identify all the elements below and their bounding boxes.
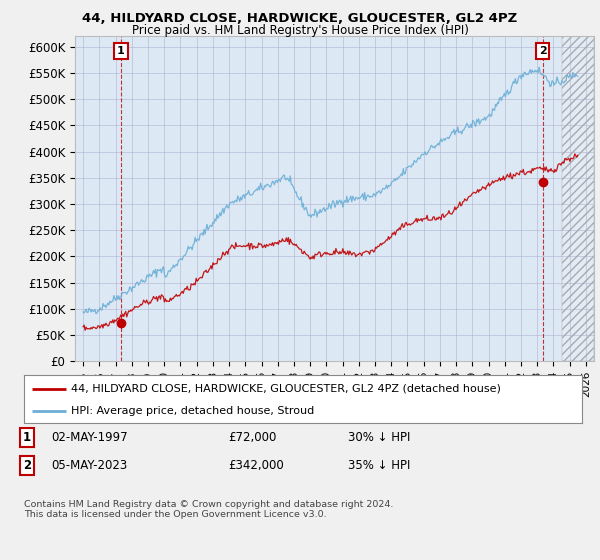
Bar bbox=[562, 36, 594, 361]
Text: 02-MAY-1997: 02-MAY-1997 bbox=[51, 431, 128, 445]
Text: 2: 2 bbox=[23, 459, 31, 473]
Text: 2: 2 bbox=[539, 46, 547, 56]
Text: 35% ↓ HPI: 35% ↓ HPI bbox=[348, 459, 410, 473]
Text: 30% ↓ HPI: 30% ↓ HPI bbox=[348, 431, 410, 445]
Text: HPI: Average price, detached house, Stroud: HPI: Average price, detached house, Stro… bbox=[71, 406, 314, 416]
Text: 1: 1 bbox=[23, 431, 31, 445]
Text: £72,000: £72,000 bbox=[228, 431, 277, 445]
Text: Price paid vs. HM Land Registry's House Price Index (HPI): Price paid vs. HM Land Registry's House … bbox=[131, 24, 469, 36]
Text: Contains HM Land Registry data © Crown copyright and database right 2024.
This d: Contains HM Land Registry data © Crown c… bbox=[24, 500, 394, 519]
Text: 1: 1 bbox=[117, 46, 125, 56]
Text: £342,000: £342,000 bbox=[228, 459, 284, 473]
Text: 44, HILDYARD CLOSE, HARDWICKE, GLOUCESTER, GL2 4PZ: 44, HILDYARD CLOSE, HARDWICKE, GLOUCESTE… bbox=[82, 12, 518, 25]
Text: 05-MAY-2023: 05-MAY-2023 bbox=[51, 459, 127, 473]
Text: 44, HILDYARD CLOSE, HARDWICKE, GLOUCESTER, GL2 4PZ (detached house): 44, HILDYARD CLOSE, HARDWICKE, GLOUCESTE… bbox=[71, 384, 502, 394]
